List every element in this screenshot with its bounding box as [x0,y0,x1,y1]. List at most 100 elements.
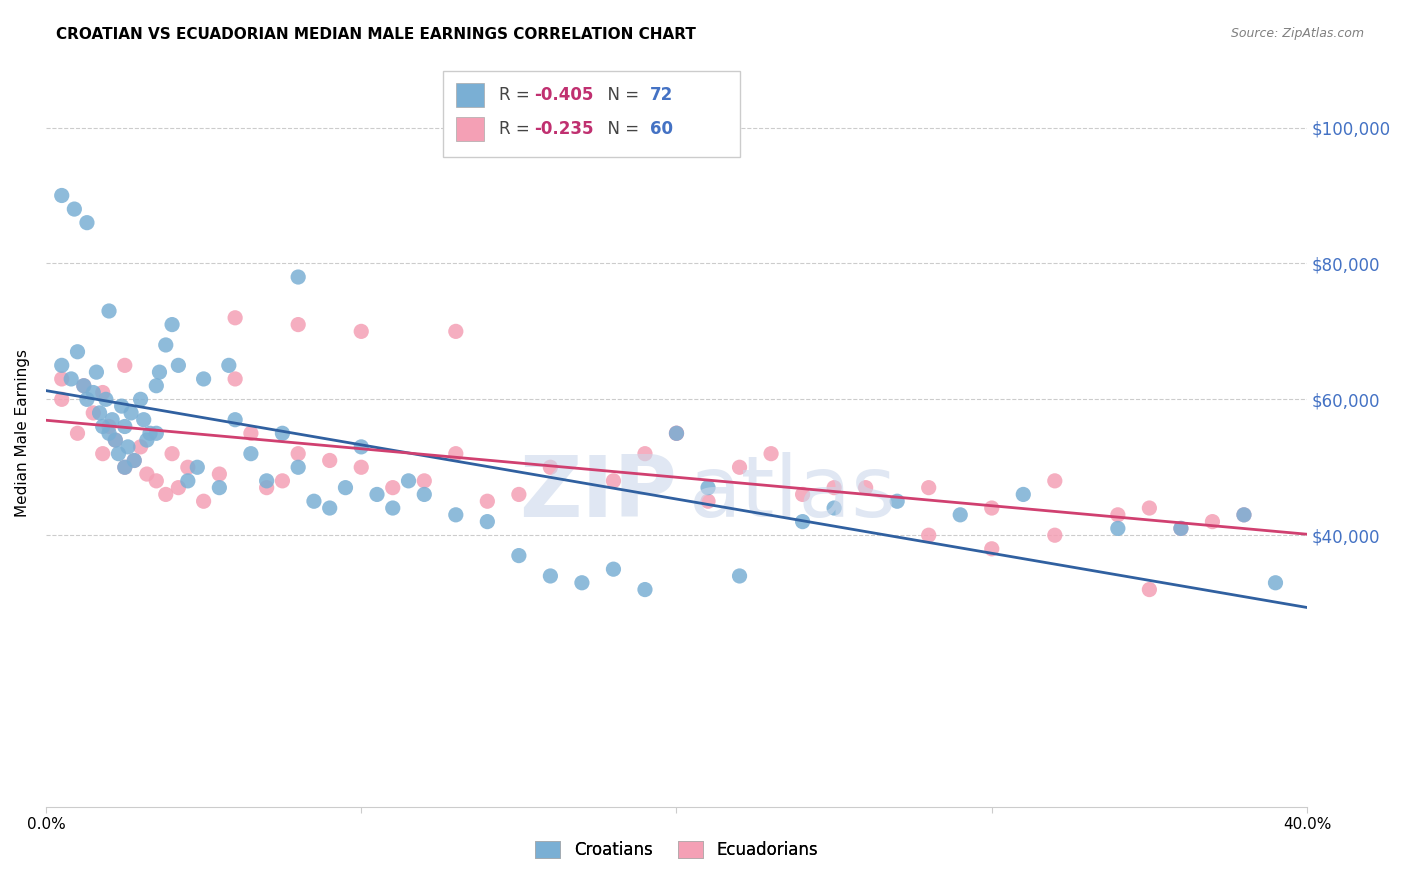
Point [193,494,215,508]
Point [145,474,167,488]
Point [51,372,73,386]
Point [271,426,294,441]
Point [256,474,278,488]
Point [1107,508,1129,522]
Point [218,359,240,373]
FancyBboxPatch shape [456,117,484,141]
Point [823,501,845,516]
Point [571,575,593,590]
Point [73,378,96,392]
Point [117,440,139,454]
Text: ZIP: ZIP [519,451,676,534]
Point [63,202,86,216]
Point [444,508,467,522]
Point [413,474,436,488]
Point [886,494,908,508]
Text: atlas: atlas [689,451,897,534]
Point [287,447,309,461]
Point [1264,575,1286,590]
Point [602,562,624,576]
Point [122,453,145,467]
Point [51,392,73,407]
Point [1137,582,1160,597]
Point [239,426,262,441]
Point [139,426,162,441]
Point [1233,508,1256,522]
Point [98,304,121,318]
Point [302,494,325,508]
Point [224,372,246,386]
Point [111,399,134,413]
Point [728,569,751,583]
Point [413,487,436,501]
Point [477,515,499,529]
Text: N =: N = [598,120,644,138]
Point [51,359,73,373]
Point [132,413,155,427]
Point [287,460,309,475]
Point [122,453,145,467]
Point [477,494,499,508]
Point [114,460,136,475]
Point [91,385,114,400]
Text: 72: 72 [650,86,673,103]
Point [76,392,98,407]
Point [1137,501,1160,516]
Point [318,453,340,467]
Point [287,270,309,285]
Point [1170,521,1192,535]
Point [335,481,357,495]
Point [145,378,167,392]
Point [98,419,121,434]
Point [634,447,657,461]
Point [239,447,262,461]
Point [350,460,373,475]
Point [1201,515,1223,529]
Point [444,447,467,461]
Point [91,419,114,434]
Point [256,481,278,495]
Point [104,433,127,447]
Text: -0.405: -0.405 [534,86,593,103]
Point [114,419,136,434]
Point [208,467,231,481]
Point [665,426,688,441]
Point [271,474,294,488]
Point [538,460,561,475]
Point [381,481,404,495]
Point [538,569,561,583]
Point [86,365,108,379]
Point [665,426,688,441]
Point [135,433,157,447]
Point [82,406,104,420]
Text: N =: N = [598,86,644,103]
Point [107,447,129,461]
Point [155,338,177,352]
Point [135,467,157,481]
Y-axis label: Median Male Earnings: Median Male Earnings [15,350,30,517]
Point [602,474,624,488]
Point [160,318,183,332]
Point [1043,474,1066,488]
Point [186,460,208,475]
Legend: Croatians, Ecuadorians: Croatians, Ecuadorians [529,834,824,866]
Point [728,460,751,475]
Point [193,372,215,386]
Point [1043,528,1066,542]
Point [101,413,124,427]
Point [51,188,73,202]
Point [792,487,814,501]
Text: 60: 60 [650,120,673,138]
Point [398,474,420,488]
Point [114,460,136,475]
Point [918,481,941,495]
Point [155,487,177,501]
Point [114,359,136,373]
Point [665,426,688,441]
Point [167,481,190,495]
Point [145,426,167,441]
Point [381,501,404,516]
Point [224,413,246,427]
Point [697,494,720,508]
Point [697,481,720,495]
